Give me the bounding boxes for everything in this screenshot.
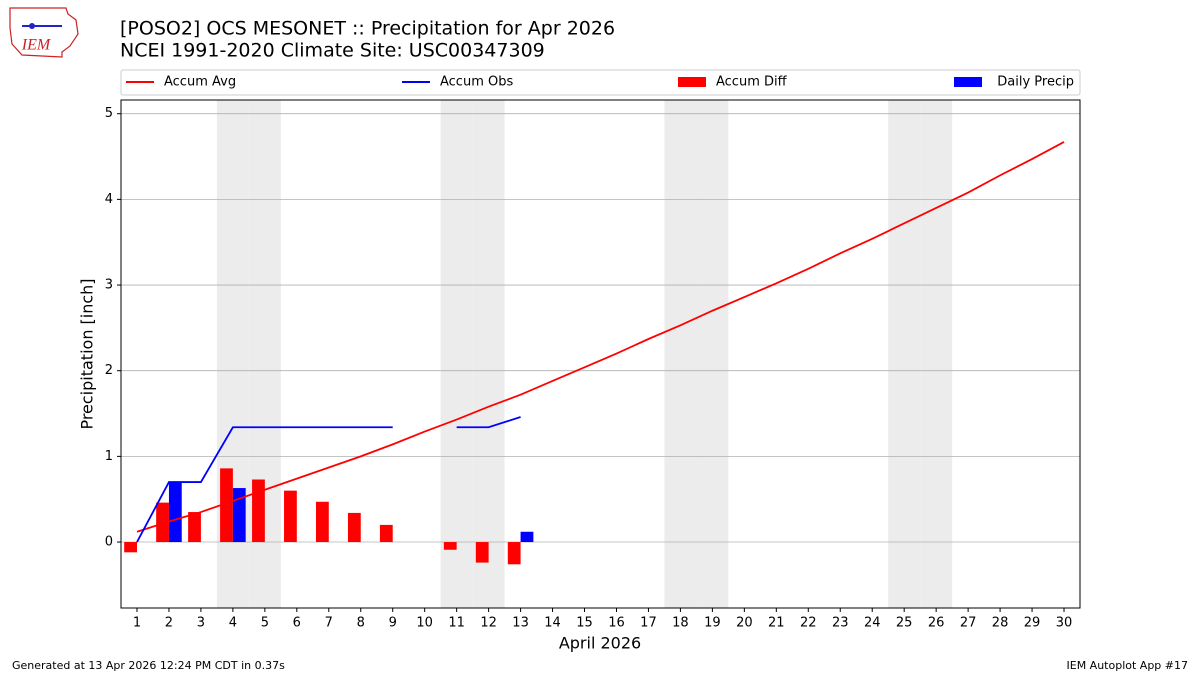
bar [188,512,201,543]
weekend-shade [696,100,729,608]
x-tick-label: 7 [325,616,333,631]
x-tick-label: 18 [672,616,689,631]
weekend-shade [920,100,953,608]
x-tick-label: 16 [608,616,625,631]
x-tick-label: 27 [960,616,977,631]
bar [156,502,169,543]
bar [315,501,329,543]
bar [168,482,182,543]
legend-label: Accum Avg [164,75,236,90]
x-tick-label: 5 [261,616,269,631]
bar [520,531,534,543]
x-tick-label: 13 [512,616,529,631]
weekend-shade [664,100,697,608]
legend-swatch [954,77,982,87]
x-tick-label: 30 [1056,616,1073,631]
bar [443,542,457,550]
x-tick-label: 1 [133,616,141,631]
chart-title: [POSO2] OCS MESONET :: Precipitation for… [120,18,615,40]
x-tick-label: 11 [448,616,465,631]
legend-swatch [678,77,706,87]
y-tick-label: 1 [105,449,113,464]
y-tick-label: 2 [105,363,113,378]
logo: IEM [9,7,79,58]
plot-frame [120,99,1081,609]
y-tick-label: 3 [105,278,113,293]
x-tick-label: 29 [1024,616,1041,631]
x-tick-label: 14 [544,616,561,631]
y-tick-label: 0 [105,535,113,550]
y-axis-label: Precipitation [inch] [78,278,97,429]
line [136,416,521,543]
chart-subtitle: NCEI 1991-2020 Climate Site: USC00347309 [120,40,545,62]
x-tick-label: 19 [704,616,721,631]
x-tick-label: 3 [197,616,205,631]
legend-label: Daily Precip [997,75,1074,90]
bar [232,488,246,543]
y-tick-label: 4 [105,192,113,207]
bar [475,542,489,563]
x-tick-label: 21 [768,616,785,631]
legend-label: Accum Diff [716,75,788,90]
bar [507,542,521,565]
bar [379,524,393,543]
bar [124,542,137,553]
legend-label: Accum Obs [440,75,513,90]
x-tick-label: 25 [896,616,913,631]
bar [220,468,233,543]
bar [252,479,265,543]
x-tick-label: 17 [640,616,657,631]
x-tick-label: 15 [576,616,593,631]
x-tick-label: 2 [165,616,173,631]
x-tick-label: 24 [864,616,881,631]
bar [284,490,297,543]
footer-right: IEM Autoplot App #17 [1067,659,1189,672]
x-tick-label: 23 [832,616,849,631]
weekend-shade [888,100,921,608]
x-tick-label: 4 [229,616,237,631]
x-tick-label: 26 [928,616,945,631]
footer-left: Generated at 13 Apr 2026 12:24 PM CDT in… [12,659,285,672]
weekend-shade [440,100,473,608]
x-tick-label: 8 [357,616,365,631]
legend [120,69,1081,96]
x-tick-label: 12 [480,616,497,631]
x-tick-label: 9 [389,616,397,631]
weekend-shade [472,100,505,608]
x-tick-label: 20 [736,616,753,631]
bar [347,512,361,543]
logo-text: IEM [21,37,52,54]
x-axis-label: April 2026 [559,634,641,653]
x-tick-label: 28 [992,616,1009,631]
y-tick-label: 5 [105,106,113,121]
x-tick-label: 22 [800,616,817,631]
x-tick-label: 6 [293,616,301,631]
x-tick-label: 10 [416,616,433,631]
line [136,141,1065,533]
